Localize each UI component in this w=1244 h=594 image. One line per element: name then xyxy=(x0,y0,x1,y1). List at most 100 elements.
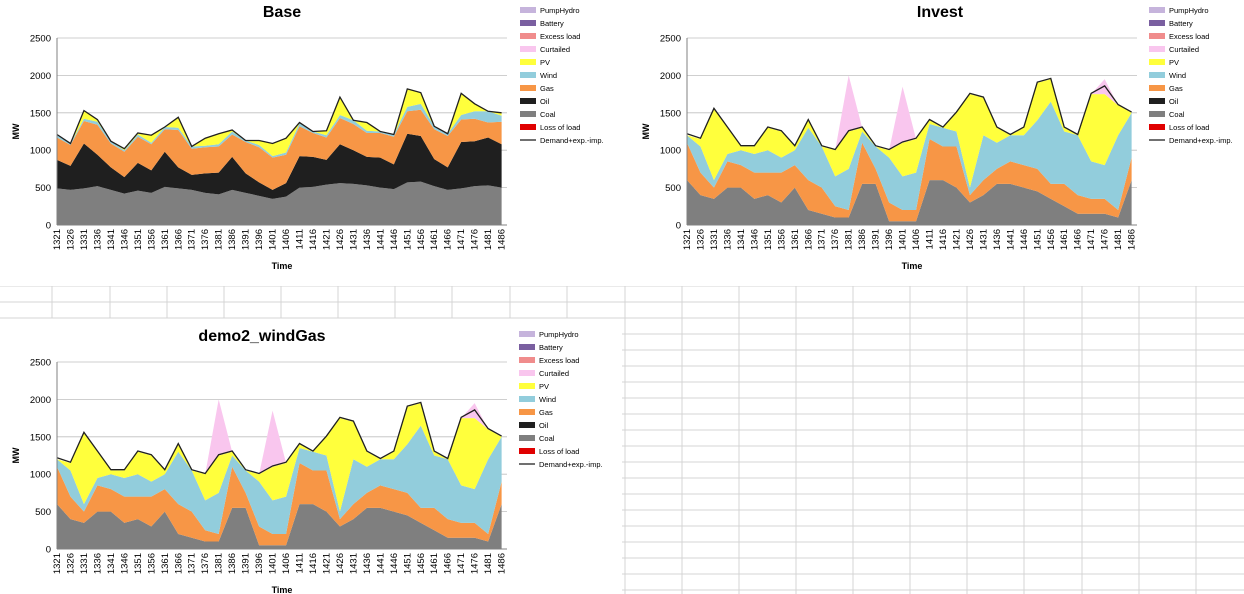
x-tick-label: 1406 xyxy=(281,553,292,574)
legend-swatch-excess-load xyxy=(1149,33,1165,39)
x-tick-label: 1366 xyxy=(803,229,814,250)
x-tick-label: 1441 xyxy=(375,229,386,250)
x-tick-label: 1476 xyxy=(1100,229,1111,250)
legend-swatch-excess-load xyxy=(520,33,536,39)
x-tick-label: 1421 xyxy=(321,229,332,250)
x-tick-label: 1481 xyxy=(1113,229,1124,250)
x-tick-label: 1331 xyxy=(79,229,90,250)
y-axis-label: MW xyxy=(11,447,21,463)
x-tick-label: 1381 xyxy=(214,553,225,574)
x-tick-label: 1486 xyxy=(497,229,508,250)
y-axis-label: MW xyxy=(11,123,21,139)
area-wind xyxy=(57,425,502,535)
legend-label-pv: PV xyxy=(540,58,550,67)
x-tick-label: 1486 xyxy=(1127,229,1138,250)
legend-swatch-wind xyxy=(1149,72,1165,78)
y-tick-label: 2000 xyxy=(660,71,681,82)
legend-label-battery: Battery xyxy=(539,343,563,352)
legend-swatch-curtailed xyxy=(519,370,535,376)
legend-swatch-wind xyxy=(519,396,535,402)
legend-swatch-oil xyxy=(520,98,536,104)
x-tick-label: 1356 xyxy=(146,229,157,250)
area-coal xyxy=(57,504,502,549)
x-tick-label: 1406 xyxy=(911,229,922,250)
legend-swatch-excess-load xyxy=(519,357,535,363)
legend-swatch-battery xyxy=(1149,20,1165,26)
x-tick-label: 1431 xyxy=(978,229,989,250)
y-tick-label: 1000 xyxy=(30,146,51,157)
legend-label-loss-of-load: Loss of load xyxy=(1169,123,1209,132)
legend-swatch-oil xyxy=(519,422,535,428)
y-tick-label: 0 xyxy=(46,221,51,232)
x-tick-label: 1456 xyxy=(416,553,427,574)
x-tick-label: 1471 xyxy=(1086,229,1097,250)
legend-label-pv: PV xyxy=(1169,58,1179,67)
x-tick-label: 1461 xyxy=(429,553,440,574)
legend-swatch-gas xyxy=(519,409,535,415)
y-tick-label: 2000 xyxy=(30,395,51,406)
y-axis-label: MW xyxy=(641,123,651,139)
chart-title: demo2_windGas xyxy=(198,328,325,345)
legend-label-excess-load: Excess load xyxy=(1169,32,1209,41)
x-tick-label: 1461 xyxy=(1059,229,1070,250)
x-tick-label: 1356 xyxy=(146,553,157,574)
legend-label-wind: Wind xyxy=(540,71,557,80)
x-tick-label: 1441 xyxy=(375,553,386,574)
y-tick-label: 0 xyxy=(676,221,681,232)
legend-swatch-wind xyxy=(520,72,536,78)
x-tick-label: 1436 xyxy=(992,229,1003,250)
y-tick-label: 1500 xyxy=(30,432,51,443)
demand-line xyxy=(56,88,502,150)
y-tick-label: 1000 xyxy=(660,146,681,157)
area-pv xyxy=(687,79,1132,188)
area-oil xyxy=(57,133,502,199)
x-tick-label: 1436 xyxy=(362,229,373,250)
x-tick-label: 1341 xyxy=(106,553,117,574)
legend-label-battery: Battery xyxy=(1169,19,1193,28)
x-tick-label: 1426 xyxy=(335,553,346,574)
x-tick-label: 1356 xyxy=(776,229,787,250)
chart-invest: Invest 0 500 1000 1500 2000 2500 1321 1326 1331 13… xyxy=(622,0,1244,286)
x-tick-label: 1366 xyxy=(173,553,184,574)
x-tick-label: 1441 xyxy=(1005,229,1016,250)
legend-swatch-curtailed xyxy=(520,46,536,52)
legend-swatch-curtailed xyxy=(1149,46,1165,52)
x-tick-label: 1451 xyxy=(402,553,413,574)
x-tick-label: 1401 xyxy=(268,553,279,574)
legend-label-excess-load: Excess load xyxy=(540,32,580,41)
legend-swatch-pv xyxy=(519,383,535,389)
legend-label-gas: Gas xyxy=(1169,84,1183,93)
x-tick-label: 1451 xyxy=(402,229,413,250)
x-tick-label: 1326 xyxy=(65,229,76,250)
area-coal xyxy=(687,180,1132,225)
legend-label-pumphydro: PumpHydro xyxy=(1169,6,1209,15)
x-tick-label: 1476 xyxy=(470,229,481,250)
x-tick-label: 1446 xyxy=(389,229,400,250)
area-pv xyxy=(57,403,502,512)
legend-label-gas: Gas xyxy=(539,408,553,417)
legend-label-coal: Coal xyxy=(539,434,555,443)
y-tick-label: 500 xyxy=(665,183,681,194)
chart-title: Base xyxy=(263,4,301,21)
y-tick-label: 2500 xyxy=(30,358,51,369)
x-tick-label: 1371 xyxy=(187,229,198,250)
demand-line xyxy=(56,401,502,475)
x-tick-label: 1416 xyxy=(308,229,319,250)
x-tick-label: 1431 xyxy=(348,553,359,574)
x-tick-label: 1396 xyxy=(254,229,265,250)
x-tick-label: 1346 xyxy=(119,229,130,250)
x-tick-label: 1331 xyxy=(79,553,90,574)
legend-swatch-pumphydro xyxy=(519,331,535,337)
y-tick-label: 2000 xyxy=(30,71,51,82)
legend-label-loss-of-load: Loss of load xyxy=(540,123,580,132)
y-tick-label: 1000 xyxy=(30,470,51,481)
x-tick-label: 1321 xyxy=(682,229,693,250)
y-tick-label: 1500 xyxy=(660,108,681,119)
legend-label-pv: PV xyxy=(539,382,549,391)
chart-demo2-windgas-svg: demo2_windGas 0 500 1000 1500 2000 2500 1321 132… xyxy=(11,328,603,594)
legend-swatch-loss-of-load xyxy=(520,124,536,130)
x-tick-label: 1461 xyxy=(429,229,440,250)
x-axis-label: Time xyxy=(272,261,293,271)
legend-label-curtailed: Curtailed xyxy=(540,45,570,54)
chart-title: Invest xyxy=(917,4,964,21)
